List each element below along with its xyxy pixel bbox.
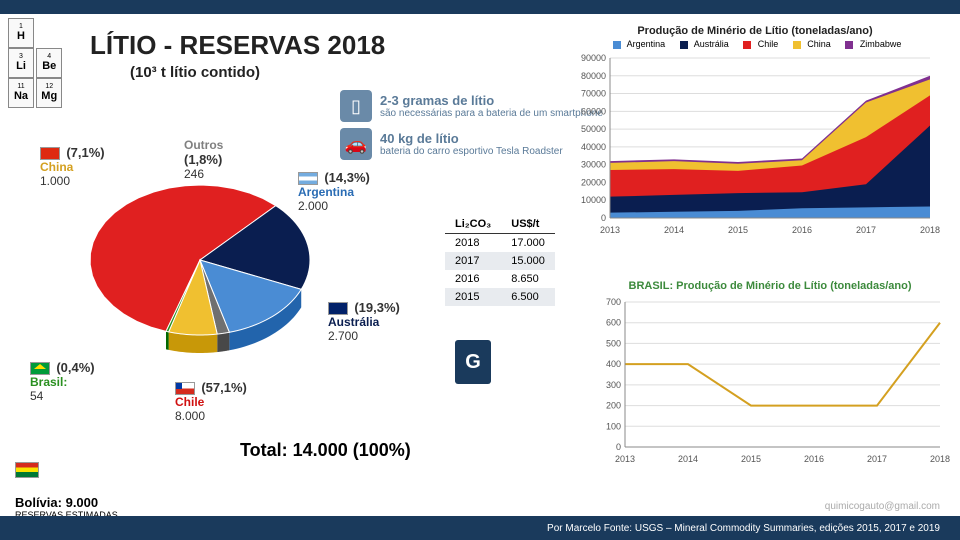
pie-label-china: (7,1%) China 1.000 bbox=[40, 145, 105, 188]
svg-text:2014: 2014 bbox=[664, 225, 684, 235]
svg-text:700: 700 bbox=[606, 297, 621, 307]
brazil-line-chart: BRASIL: Produção de Minério de Lítio (to… bbox=[590, 280, 950, 480]
area-chart-legend: Argentina Austrália Chile China Zimbabwe bbox=[570, 39, 940, 49]
phone-icon: ▯ bbox=[340, 90, 372, 122]
production-area-chart: Produção de Minério de Lítio (toneladas/… bbox=[570, 25, 940, 250]
svg-text:2017: 2017 bbox=[856, 225, 876, 235]
svg-text:400: 400 bbox=[606, 359, 621, 369]
svg-text:100: 100 bbox=[606, 421, 621, 431]
svg-text:2018: 2018 bbox=[930, 454, 950, 464]
gauto-logo-icon: G bbox=[455, 340, 491, 384]
svg-text:600: 600 bbox=[606, 318, 621, 328]
svg-text:0: 0 bbox=[601, 213, 606, 223]
svg-text:2013: 2013 bbox=[615, 454, 635, 464]
svg-text:80000: 80000 bbox=[581, 71, 606, 81]
page-subtitle: (10³ t lítio contido) bbox=[130, 64, 260, 81]
svg-text:2016: 2016 bbox=[792, 225, 812, 235]
svg-text:2013: 2013 bbox=[600, 225, 620, 235]
bolivia-note: Bolívia: 9.000 RESERVAS ESTIMADAS bbox=[15, 480, 118, 520]
svg-text:500: 500 bbox=[606, 338, 621, 348]
svg-text:60000: 60000 bbox=[581, 106, 606, 116]
fact-car: 🚗 40 kg de lítiobateria do carro esporti… bbox=[340, 128, 603, 160]
email-text: quimicogauto@gmail.com bbox=[825, 501, 940, 512]
svg-text:200: 200 bbox=[606, 401, 621, 411]
pie-label-chile: (57,1%) Chile 8.000 bbox=[175, 380, 247, 423]
svg-text:2018: 2018 bbox=[920, 225, 940, 235]
svg-text:30000: 30000 bbox=[581, 160, 606, 170]
flag-chile-icon bbox=[175, 382, 195, 395]
pie-label-argentina: (14,3%) Argentina 2.000 bbox=[298, 170, 370, 213]
svg-text:300: 300 bbox=[606, 380, 621, 390]
top-bar bbox=[0, 0, 960, 14]
flag-bolivia-icon bbox=[15, 462, 39, 478]
pie-label-outros: Outros (1,8%)246 bbox=[184, 138, 223, 181]
pie-label-australia: (19,3%) Austrália 2.700 bbox=[328, 300, 400, 343]
svg-text:50000: 50000 bbox=[581, 124, 606, 134]
flag-argentina-icon bbox=[298, 172, 318, 185]
pie-label-brasil: (0,4%) Brasil: 54 bbox=[30, 360, 95, 403]
pie-chart bbox=[70, 170, 330, 360]
flag-brazil-icon bbox=[30, 362, 50, 375]
periodic-table-snippet: 1H 3Li 4Be 11Na 12Mg bbox=[8, 18, 62, 108]
facts-panel: ▯ 2-3 gramas de lítiosão necessárias par… bbox=[340, 90, 603, 166]
svg-text:20000: 20000 bbox=[581, 177, 606, 187]
fact-smartphone: ▯ 2-3 gramas de lítiosão necessárias par… bbox=[340, 90, 603, 122]
car-icon: 🚗 bbox=[340, 128, 372, 160]
svg-text:90000: 90000 bbox=[581, 53, 606, 63]
total-label: Total: 14.000 (100%) bbox=[240, 440, 411, 461]
flag-china-icon bbox=[40, 147, 60, 160]
page-title: LÍTIO - RESERVAS 2018 bbox=[90, 30, 385, 61]
source-bar: Por Marcelo Fonte: USGS – Mineral Commod… bbox=[0, 516, 960, 540]
svg-text:2016: 2016 bbox=[804, 454, 824, 464]
svg-text:0: 0 bbox=[616, 442, 621, 452]
svg-text:2015: 2015 bbox=[741, 454, 761, 464]
svg-text:70000: 70000 bbox=[581, 89, 606, 99]
svg-text:10000: 10000 bbox=[581, 195, 606, 205]
svg-text:2015: 2015 bbox=[728, 225, 748, 235]
svg-text:2017: 2017 bbox=[867, 454, 887, 464]
svg-text:40000: 40000 bbox=[581, 142, 606, 152]
svg-text:2014: 2014 bbox=[678, 454, 698, 464]
flag-australia-icon bbox=[328, 302, 348, 315]
price-table: Li₂CO₃US$/t 201817.000 201715.000 20168.… bbox=[445, 215, 555, 306]
